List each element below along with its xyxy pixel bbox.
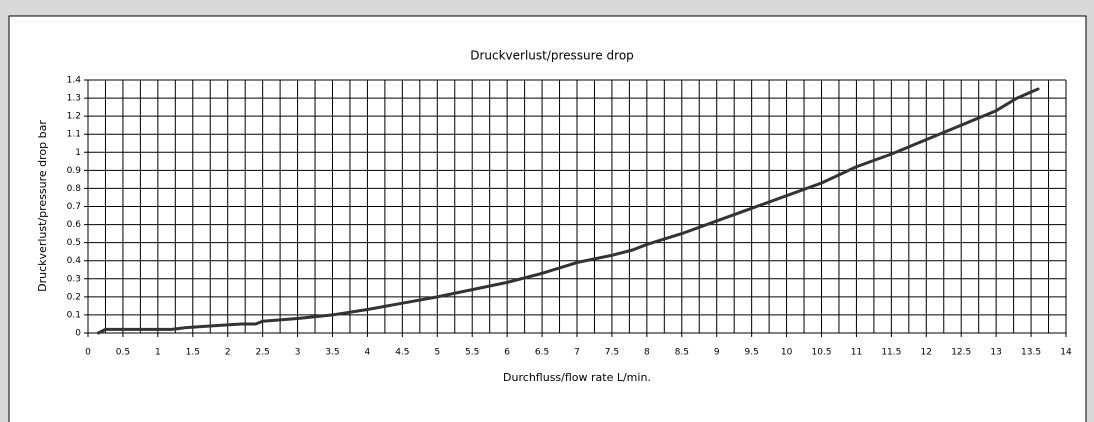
x-tick-label: 12.5	[951, 348, 971, 358]
x-tick-label: 5.5	[465, 348, 479, 358]
x-tick-label: 10	[781, 348, 793, 358]
x-tick-label: 12	[921, 348, 932, 358]
x-tick-label: 3	[295, 348, 301, 358]
x-tick-label: 6.5	[535, 348, 549, 358]
x-tick-label: 3.5	[325, 348, 339, 358]
y-tick-label: 0.8	[67, 184, 82, 194]
y-tick-label: 0.9	[67, 166, 82, 176]
y-tick-label: 1.3	[67, 94, 81, 104]
y-tick-label: 0.2	[67, 292, 81, 302]
x-tick-label: 1.5	[186, 348, 200, 358]
x-tick-label: 1	[155, 348, 161, 358]
x-tick-label: 13	[990, 348, 1001, 358]
x-tick-label: 6	[504, 348, 510, 358]
y-tick-label: 0.4	[67, 256, 82, 266]
x-tick-label: 2.5	[255, 348, 269, 358]
x-tick-label: 5	[434, 348, 440, 358]
x-axis-label: Durchfluss/flow rate L/min.	[503, 371, 651, 384]
x-tick-label: 13.5	[1021, 348, 1041, 358]
x-tick-label: 9	[714, 348, 720, 358]
y-tick-label: 0.1	[67, 310, 81, 320]
x-tick-label: 14	[1060, 348, 1072, 358]
x-tick-label: 4.5	[395, 348, 409, 358]
x-tick-label: 2	[225, 348, 231, 358]
x-tick-label: 0.5	[116, 348, 130, 358]
y-axis-label: Druckverlust/pressure drop bar	[36, 120, 49, 292]
x-tick-label: 11	[851, 348, 862, 358]
y-tick-label: 0.3	[67, 274, 81, 284]
chart-title: Druckverlust/pressure drop	[470, 49, 634, 63]
y-tick-label: 0.6	[67, 220, 82, 230]
y-tick-label: 0	[75, 329, 81, 339]
x-tick-label: 9.5	[744, 348, 758, 358]
x-tick-label: 7.5	[605, 348, 619, 358]
x-tick-label: 8.5	[675, 348, 689, 358]
panel	[8, 15, 1087, 422]
y-tick-label: 0.5	[67, 238, 81, 248]
x-tick-label: 8	[644, 348, 650, 358]
y-tick-label: 1	[75, 148, 81, 158]
y-tick-label: 1.2	[67, 112, 81, 122]
x-tick-label: 7	[574, 348, 580, 358]
x-tick-label: 10.5	[811, 348, 831, 358]
x-tick-label: 4	[365, 348, 371, 358]
y-tick-label: 1.4	[67, 76, 82, 86]
data-line	[96, 87, 1040, 335]
y-tick-label: 0.7	[67, 202, 81, 212]
x-tick-label: 0	[85, 348, 91, 358]
x-tick-label: 11.5	[881, 348, 901, 358]
y-tick-label: 1.1	[67, 130, 81, 140]
